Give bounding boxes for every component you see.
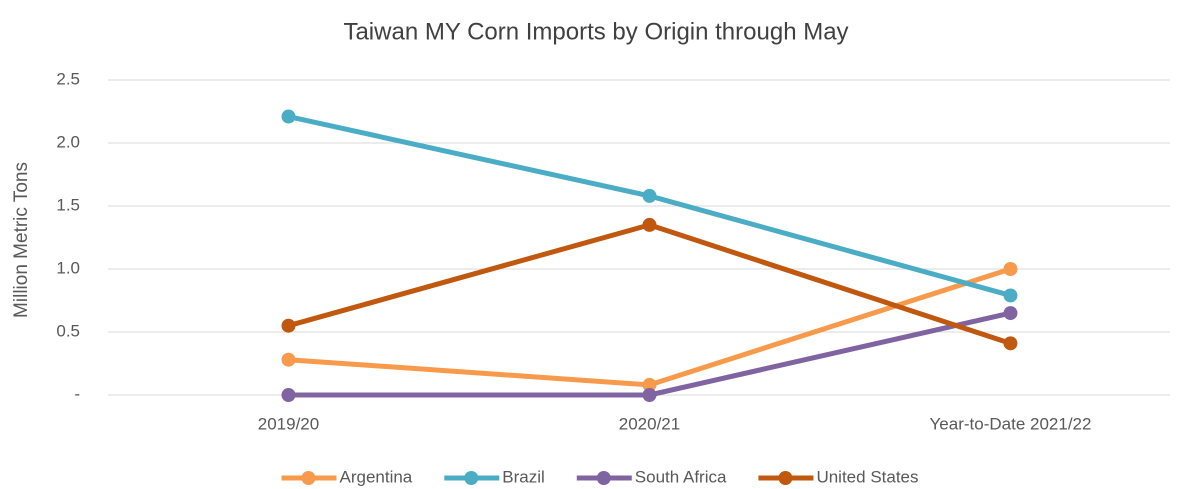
legend-marker xyxy=(596,471,611,485)
legend-marker xyxy=(778,471,793,485)
series-line xyxy=(287,222,1012,346)
y-tick-label: 0.5 xyxy=(56,321,80,340)
y-tick-label: 2.0 xyxy=(56,132,80,151)
marker xyxy=(281,318,296,333)
marker xyxy=(642,377,657,392)
x-tick-label: Year-to-Date 2021/22 xyxy=(930,414,1092,433)
marker xyxy=(1003,306,1018,321)
marker xyxy=(281,109,296,124)
y-tick-label: 1.0 xyxy=(56,258,80,277)
x-tick-label: 2019/20 xyxy=(258,414,319,433)
marker xyxy=(642,388,657,402)
marker xyxy=(642,217,657,232)
chart-title: Taiwan MY Corn Imports by Origin through… xyxy=(343,18,848,45)
legend-label: United States xyxy=(816,467,918,486)
y-tick-label: 2.5 xyxy=(56,69,80,88)
legend-label: Brazil xyxy=(502,467,545,486)
y-tick-label: - xyxy=(74,384,80,403)
legend-label: Argentina xyxy=(339,467,412,486)
marker xyxy=(281,352,296,367)
y-axis-label: Million Metric Tons xyxy=(11,162,32,318)
legend-marker xyxy=(464,471,479,485)
series-line xyxy=(288,266,1012,388)
marker xyxy=(1003,288,1018,303)
marker xyxy=(1003,262,1018,276)
legend-label: South Africa xyxy=(635,467,727,486)
legend-marker xyxy=(301,471,316,485)
x-tick-label: 2020/21 xyxy=(619,414,680,433)
marker xyxy=(281,388,296,402)
y-tick-label: 1.5 xyxy=(56,195,80,214)
marker xyxy=(1003,336,1018,351)
marker xyxy=(642,188,657,203)
legend: Argentina Brazil South Africa United States xyxy=(281,467,919,486)
